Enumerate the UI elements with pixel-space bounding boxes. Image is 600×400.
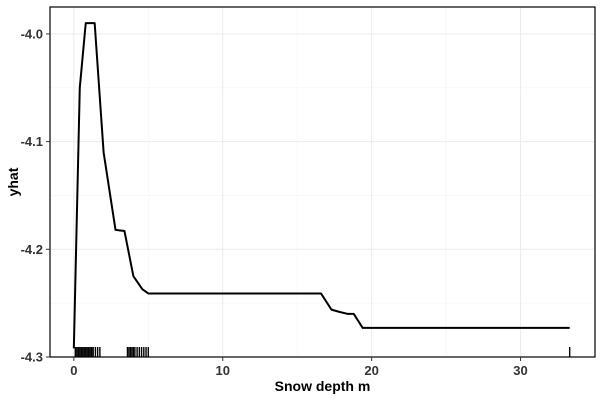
data-lines (72, 22, 570, 349)
x-tick-label: 30 (513, 363, 527, 378)
x-tick-label: 10 (215, 363, 229, 378)
gridlines (50, 7, 595, 358)
y-tick-label: -4.2 (21, 242, 43, 257)
plot-panel-border (49, 6, 596, 358)
y-axis-title: yhat (5, 167, 21, 196)
y-tick-label: -4.1 (21, 134, 43, 149)
rug-marks (74, 347, 571, 357)
x-tick-label: 20 (364, 363, 378, 378)
x-axis: 0 10 20 30 (70, 357, 528, 378)
y-tick-label: -4.0 (21, 26, 43, 41)
x-axis-title: Snow depth m (275, 378, 371, 394)
y-tick-label: -4.3 (21, 350, 43, 365)
series-line (72, 22, 570, 349)
y-axis: -4.0 -4.1 -4.2 -4.3 (21, 26, 50, 365)
x-tick-label: 0 (70, 363, 77, 378)
